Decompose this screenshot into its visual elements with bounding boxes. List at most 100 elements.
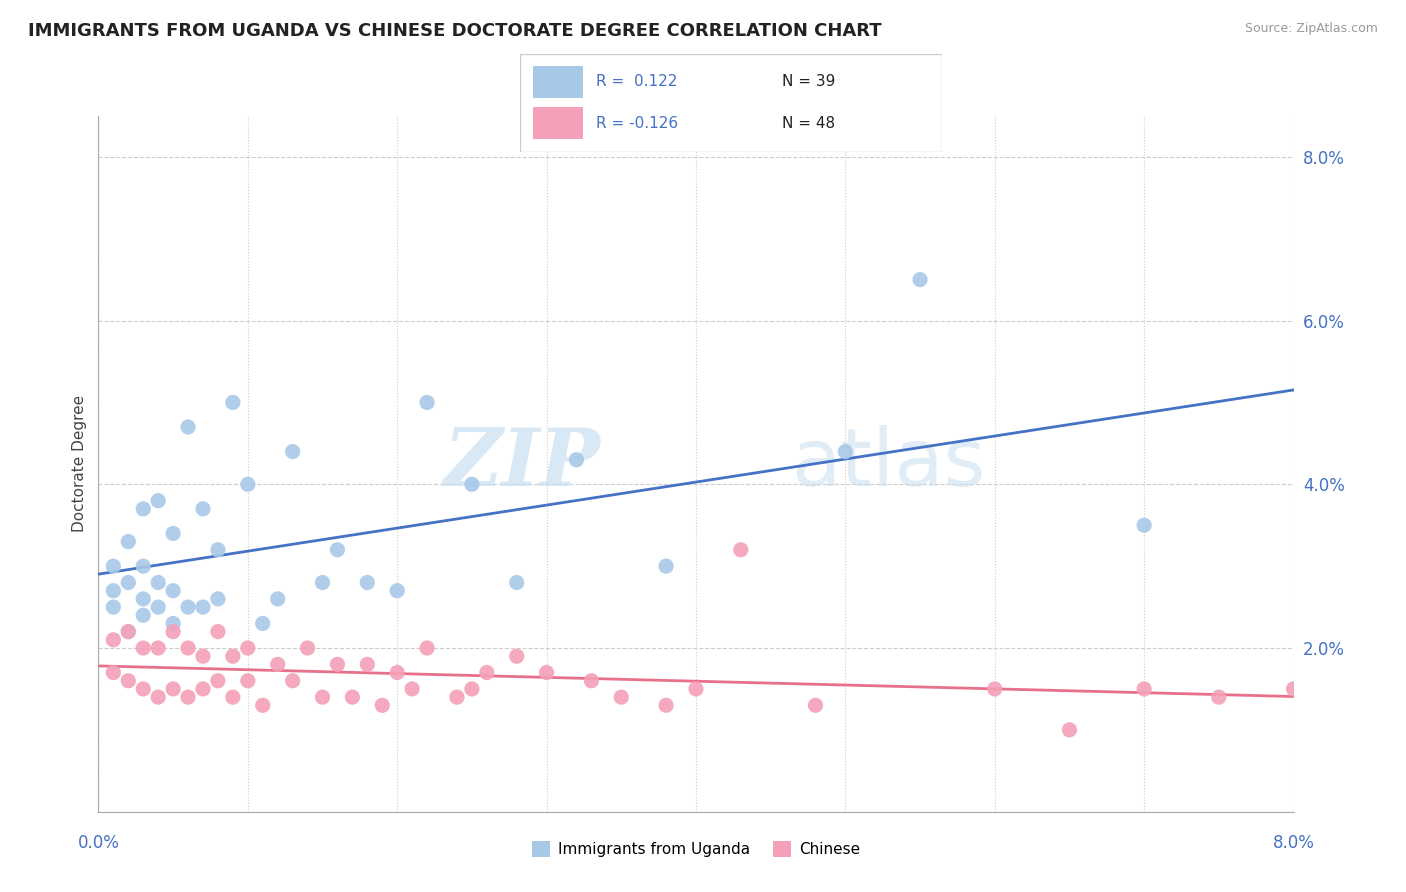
Point xyxy=(162,681,184,696)
Point xyxy=(177,690,200,705)
Point xyxy=(162,526,184,541)
Point xyxy=(446,690,468,705)
Point xyxy=(132,608,155,623)
Point xyxy=(132,681,155,696)
Point xyxy=(565,452,588,467)
Point xyxy=(983,681,1005,696)
Point xyxy=(162,616,184,631)
Text: IMMIGRANTS FROM UGANDA VS CHINESE DOCTORATE DEGREE CORRELATION CHART: IMMIGRANTS FROM UGANDA VS CHINESE DOCTOR… xyxy=(28,22,882,40)
Point xyxy=(177,640,200,655)
Point xyxy=(117,673,139,688)
Point xyxy=(461,681,484,696)
Point xyxy=(610,690,633,705)
Point xyxy=(191,501,214,516)
Point xyxy=(103,632,125,647)
Point xyxy=(132,501,155,516)
Point xyxy=(191,681,214,696)
Point xyxy=(207,542,229,557)
Point xyxy=(117,575,139,590)
Point xyxy=(117,534,139,549)
Point xyxy=(326,542,349,557)
Text: ZIP: ZIP xyxy=(443,425,600,502)
Point xyxy=(804,698,827,713)
Point xyxy=(1208,690,1230,705)
Point xyxy=(148,493,170,508)
Point xyxy=(191,600,214,615)
Point xyxy=(371,698,394,713)
Point xyxy=(222,649,245,664)
Point xyxy=(207,591,229,606)
Point xyxy=(148,600,170,615)
Point xyxy=(148,690,170,705)
Point xyxy=(236,640,259,655)
Point xyxy=(416,640,439,655)
Point xyxy=(297,640,319,655)
Point xyxy=(401,681,423,696)
Point xyxy=(177,600,200,615)
Point xyxy=(103,600,125,615)
Point xyxy=(132,559,155,574)
Point xyxy=(281,444,304,458)
Point xyxy=(416,395,439,409)
Point xyxy=(1133,518,1156,533)
Point xyxy=(267,657,290,672)
Text: 0.0%: 0.0% xyxy=(77,834,120,852)
Point xyxy=(103,559,125,574)
Point xyxy=(1282,681,1305,696)
Point xyxy=(177,420,200,434)
Point xyxy=(236,477,259,491)
Point xyxy=(730,542,752,557)
Point xyxy=(281,673,304,688)
Point xyxy=(506,575,529,590)
Point xyxy=(103,583,125,598)
Point xyxy=(267,591,290,606)
Point xyxy=(222,395,245,409)
Point xyxy=(103,665,125,680)
Text: R = -0.126: R = -0.126 xyxy=(596,116,678,131)
Bar xyxy=(533,66,583,98)
Point xyxy=(132,640,155,655)
Point xyxy=(222,690,245,705)
Point xyxy=(581,673,603,688)
Point xyxy=(356,575,378,590)
Bar xyxy=(533,108,583,139)
Point xyxy=(162,583,184,598)
Point xyxy=(207,673,229,688)
Point xyxy=(117,624,139,639)
Point xyxy=(311,575,333,590)
Point xyxy=(685,681,707,696)
Text: 8.0%: 8.0% xyxy=(1272,834,1315,852)
Point xyxy=(385,583,409,598)
Legend: Immigrants from Uganda, Chinese: Immigrants from Uganda, Chinese xyxy=(526,835,866,863)
Point xyxy=(342,690,364,705)
Point xyxy=(252,616,274,631)
Point xyxy=(148,640,170,655)
Text: atlas: atlas xyxy=(792,425,986,503)
Text: N = 48: N = 48 xyxy=(782,116,835,131)
Point xyxy=(655,559,678,574)
Point xyxy=(191,649,214,664)
Y-axis label: Doctorate Degree: Doctorate Degree xyxy=(72,395,87,533)
Text: Source: ZipAtlas.com: Source: ZipAtlas.com xyxy=(1244,22,1378,36)
Point xyxy=(148,575,170,590)
Point xyxy=(132,591,155,606)
Point xyxy=(236,673,259,688)
Point xyxy=(834,444,856,458)
Text: R =  0.122: R = 0.122 xyxy=(596,74,678,89)
Point xyxy=(655,698,678,713)
Point xyxy=(1133,681,1156,696)
Point xyxy=(385,665,409,680)
Point xyxy=(908,273,931,287)
Point xyxy=(207,624,229,639)
Point xyxy=(461,477,484,491)
Point xyxy=(475,665,498,680)
Point xyxy=(311,690,333,705)
Text: N = 39: N = 39 xyxy=(782,74,835,89)
Point xyxy=(117,624,139,639)
Point xyxy=(356,657,378,672)
Point xyxy=(506,649,529,664)
Point xyxy=(1059,723,1081,737)
Point xyxy=(162,624,184,639)
Point xyxy=(536,665,558,680)
Point xyxy=(326,657,349,672)
